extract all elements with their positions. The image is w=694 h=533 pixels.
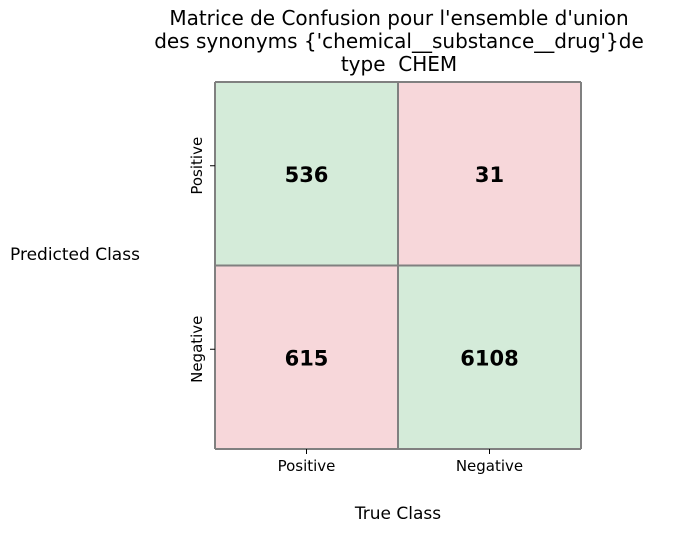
cell-value-label: 6108 <box>460 346 518 370</box>
cell-value-label: 31 <box>475 163 504 187</box>
heatmap-cell <box>215 265 398 449</box>
chart-title-line-2: des synonyms {'chemical__substance__drug… <box>154 29 644 53</box>
heatmap-cell <box>398 82 581 266</box>
chart-title-line-1: Matrice de Confusion pour l'ensemble d'u… <box>169 6 629 30</box>
y-tick-label: Positive <box>188 137 206 195</box>
heatmap-grid <box>214 81 582 450</box>
y-tick-label: Negative <box>188 316 206 383</box>
cell-value-label: 536 <box>285 163 329 187</box>
x-tick-label: Negative <box>456 457 523 475</box>
axis-ticks: Positive Negative Positive Negative <box>188 137 523 475</box>
chart-title: Matrice de Confusion pour l'ensemble d'u… <box>110 7 688 76</box>
cell-value-label: 615 <box>285 346 329 370</box>
x-tick-label: Positive <box>278 457 336 475</box>
heatmap-cell <box>215 82 398 266</box>
heatmap-cells: 536 31 615 6108 <box>215 82 581 449</box>
heatmap-cell <box>398 265 581 449</box>
chart-title-line-3: type CHEM <box>340 52 458 76</box>
x-axis-label: True Class <box>354 504 441 524</box>
y-axis-label: Predicted Class <box>10 245 140 265</box>
